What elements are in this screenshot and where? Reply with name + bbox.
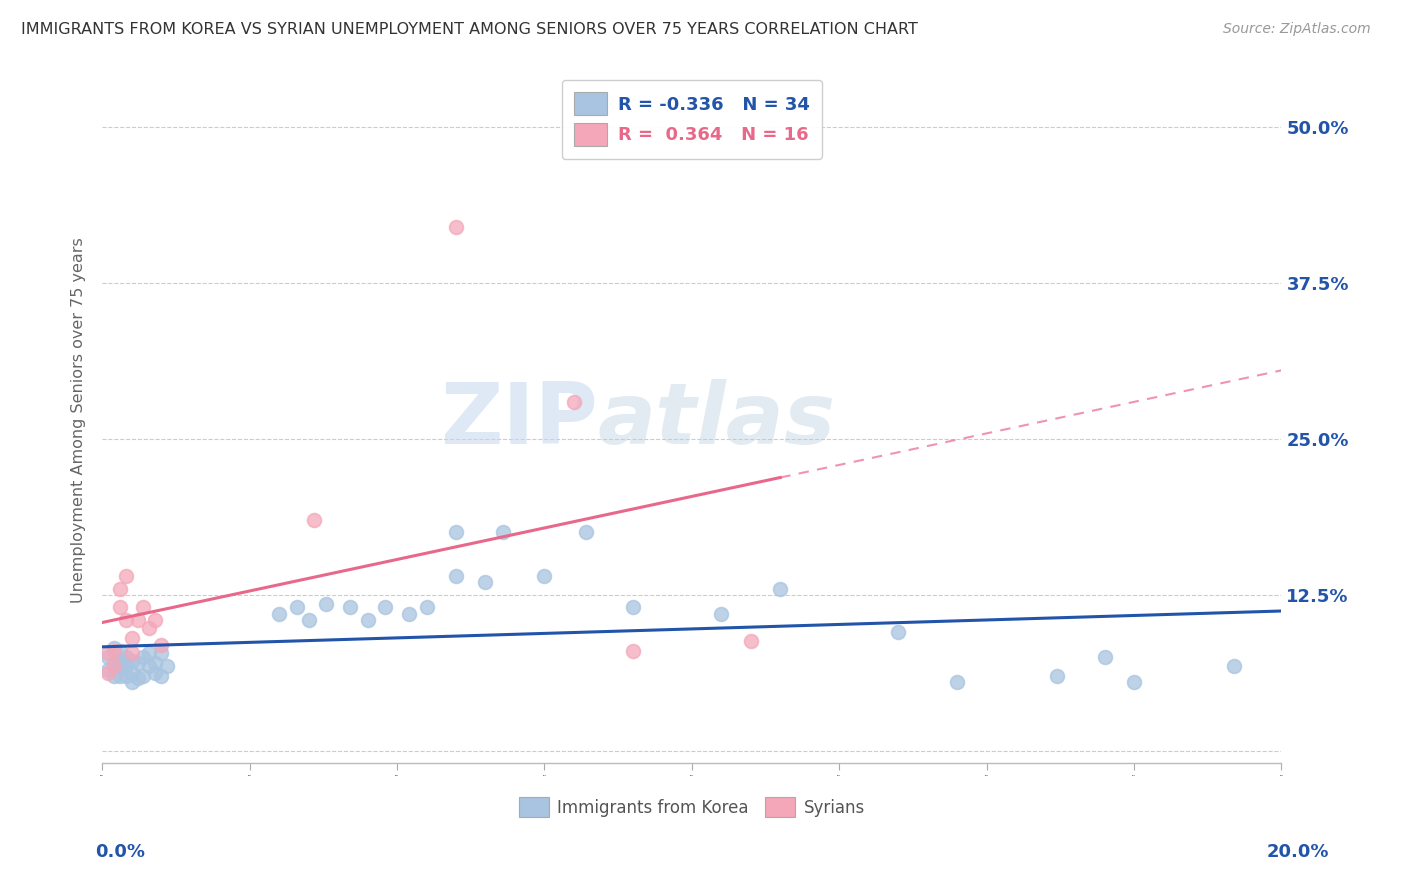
Point	[138, 622, 160, 636]
Point	[97, 647, 120, 661]
Point	[444, 220, 467, 235]
Point	[1123, 675, 1146, 690]
Point	[444, 525, 467, 540]
Point	[97, 663, 120, 677]
Point	[415, 600, 437, 615]
Point	[108, 654, 131, 668]
Point	[132, 669, 155, 683]
Point	[769, 582, 792, 596]
Point	[138, 659, 160, 673]
Point	[575, 525, 598, 540]
Point	[533, 569, 555, 583]
Point	[562, 394, 585, 409]
Point	[103, 644, 125, 658]
Point	[114, 669, 136, 683]
Point	[621, 644, 644, 658]
Text: 20.0%: 20.0%	[1267, 843, 1329, 861]
Point	[108, 600, 131, 615]
Point	[304, 513, 326, 527]
Point	[114, 613, 136, 627]
Point	[127, 613, 149, 627]
Point	[127, 671, 149, 685]
Point	[127, 657, 149, 671]
Point	[138, 647, 160, 661]
Point	[103, 657, 125, 671]
Point	[150, 669, 173, 683]
Point	[474, 575, 496, 590]
Point	[132, 600, 155, 615]
Point	[143, 613, 166, 627]
Text: 0.0%: 0.0%	[96, 843, 146, 861]
Point	[121, 666, 143, 681]
Text: IMMIGRANTS FROM KOREA VS SYRIAN UNEMPLOYMENT AMONG SENIORS OVER 75 YEARS CORRELA: IMMIGRANTS FROM KOREA VS SYRIAN UNEMPLOY…	[21, 22, 918, 37]
Point	[1223, 659, 1246, 673]
Text: ZIP: ZIP	[440, 379, 598, 462]
Point	[374, 600, 396, 615]
Point	[108, 659, 131, 673]
Point	[269, 607, 291, 621]
Point	[285, 600, 308, 615]
Point	[621, 600, 644, 615]
Point	[121, 647, 143, 661]
Point	[114, 659, 136, 673]
Point	[108, 669, 131, 683]
Point	[1094, 650, 1116, 665]
Point	[946, 675, 969, 690]
Point	[103, 669, 125, 683]
Point	[339, 600, 361, 615]
Point	[740, 634, 762, 648]
Point	[108, 644, 131, 658]
Point	[356, 613, 378, 627]
Point	[315, 597, 337, 611]
Point	[132, 650, 155, 665]
Point	[143, 666, 166, 681]
Y-axis label: Unemployment Among Seniors over 75 years: Unemployment Among Seniors over 75 years	[72, 237, 86, 603]
Point	[710, 607, 733, 621]
Point	[444, 569, 467, 583]
Text: Source: ZipAtlas.com: Source: ZipAtlas.com	[1223, 22, 1371, 37]
Point	[887, 625, 910, 640]
Point	[121, 654, 143, 668]
Point	[156, 659, 179, 673]
Point	[103, 641, 125, 656]
Point	[114, 650, 136, 665]
Point	[97, 650, 120, 665]
Point	[97, 666, 120, 681]
Point	[150, 638, 173, 652]
Text: atlas: atlas	[598, 379, 835, 462]
Point	[114, 569, 136, 583]
Point	[297, 613, 319, 627]
Point	[150, 647, 173, 661]
Point	[398, 607, 420, 621]
Point	[121, 675, 143, 690]
Point	[143, 657, 166, 671]
Point	[108, 582, 131, 596]
Point	[121, 632, 143, 646]
Point	[103, 659, 125, 673]
Legend: Immigrants from Korea, Syrians: Immigrants from Korea, Syrians	[512, 791, 872, 823]
Point	[492, 525, 515, 540]
Point	[1046, 669, 1069, 683]
